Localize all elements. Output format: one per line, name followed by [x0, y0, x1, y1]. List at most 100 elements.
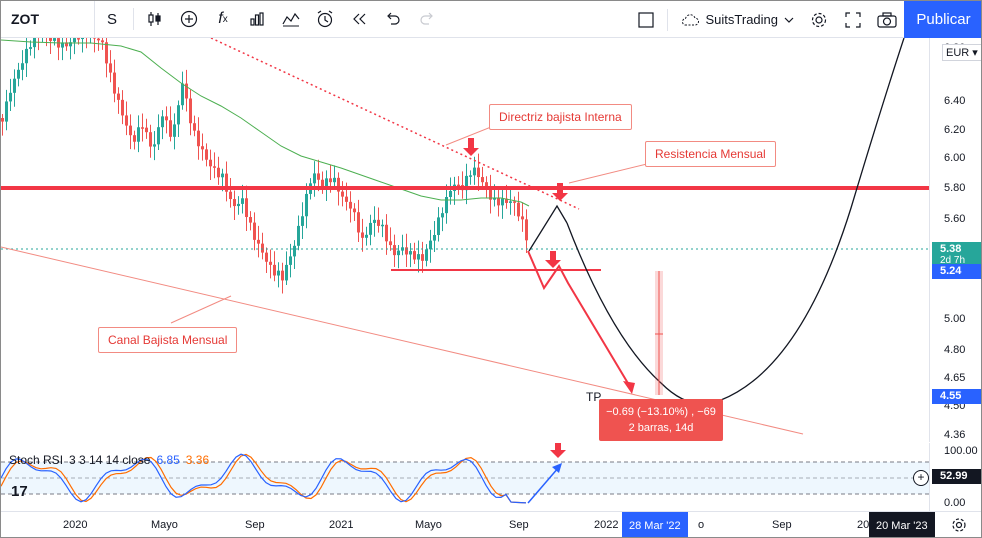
- candle-body: [93, 38, 96, 39]
- stoch-tick-0: 0.00: [944, 497, 966, 509]
- cloud-icon: [681, 13, 699, 25]
- candle-body: [137, 127, 140, 142]
- candle-body: [25, 48, 28, 64]
- time-tick: 20: [857, 519, 870, 531]
- time-tick: Sep: [245, 519, 265, 531]
- arrow-down-marker: [545, 251, 561, 268]
- projection-curve: [566, 38, 905, 405]
- price-tick: 5.60: [944, 213, 966, 225]
- candle-body: [173, 124, 176, 137]
- price-tick: 6.00: [944, 152, 966, 164]
- stoch-legend[interactable]: Stoch RSI 3 3 14 14 close 6.85 3.36: [9, 453, 209, 467]
- candle-body: [117, 93, 120, 100]
- candle-body: [441, 213, 444, 218]
- toolbar-divider: [666, 8, 668, 31]
- price-axis[interactable]: 6.806.406.206.005.805.605.004.804.654.50…: [929, 38, 981, 442]
- candle-body: [205, 149, 208, 160]
- axis-settings-gear-icon[interactable]: [951, 517, 967, 537]
- bar-countdown: 2d 7h: [940, 255, 966, 266]
- candle-body: [485, 182, 488, 188]
- camera-icon[interactable]: [870, 1, 904, 38]
- candle-body: [141, 127, 144, 129]
- financials-icon[interactable]: [240, 1, 274, 38]
- stoch-k-line: [1, 453, 527, 504]
- time-tick: Mayo: [415, 519, 442, 531]
- candle-body: [301, 216, 304, 226]
- candle-body: [241, 198, 244, 204]
- symbol-search-button[interactable]: ZOT: [1, 1, 95, 38]
- arrow-down-marker: [552, 183, 568, 201]
- stoch-axis[interactable]: 100.00 52.99 0.00: [929, 443, 981, 511]
- candle-body: [421, 254, 424, 261]
- candle-body: [69, 42, 72, 47]
- stoch-rsi-pane[interactable]: [1, 443, 929, 511]
- last-price-value: 5.38: [940, 243, 962, 255]
- candle-body: [165, 116, 168, 121]
- settings-gear-icon[interactable]: [802, 1, 836, 38]
- time-axis[interactable]: 2020 Mayo Sep 2021 Mayo Sep 2022 o Sep 20 28 Mar …: [1, 511, 981, 537]
- fullscreen-icon[interactable]: [836, 1, 870, 38]
- price-tick: 6.20: [944, 124, 966, 136]
- replay-icon[interactable]: [342, 1, 376, 38]
- candle-body: [449, 190, 452, 198]
- currency-selector[interactable]: EUR ▾: [942, 44, 981, 61]
- candle-body: [193, 123, 196, 131]
- callout-monthly-resistance[interactable]: Resistencia Mensual: [645, 141, 776, 167]
- candle-body: [29, 47, 32, 49]
- candle-body: [393, 245, 396, 256]
- level-price-tag: 5.24: [932, 264, 981, 279]
- callout-monthly-channel[interactable]: Canal Bajista Mensual: [98, 327, 238, 353]
- redo-icon[interactable]: [410, 1, 444, 38]
- tradingview-logo-icon[interactable]: 17: [11, 483, 28, 500]
- candle-body: [153, 144, 156, 147]
- measure-tooltip: −0.69 (−13.10%) , −69 2 barras, 14d: [599, 399, 723, 441]
- candle-body: [225, 173, 228, 192]
- candles-icon[interactable]: [138, 1, 172, 38]
- candle-body: [409, 251, 412, 255]
- alert-clock-icon[interactable]: [308, 1, 342, 38]
- candle-body: [293, 245, 296, 257]
- stoch-k-value: 6.85: [156, 453, 180, 467]
- time-tick: o: [698, 519, 705, 531]
- layout-name-button[interactable]: SuitsTrading: [672, 1, 803, 38]
- time-tag-end: 20 Mar '23: [869, 512, 935, 537]
- currency-label: EUR: [946, 47, 970, 59]
- price-chart-pane[interactable]: [1, 38, 929, 442]
- candle-body: [385, 224, 388, 242]
- undo-icon[interactable]: [376, 1, 410, 38]
- add-indicator-icon[interactable]: [172, 1, 206, 38]
- candle-body: [245, 198, 248, 218]
- candle-body: [261, 243, 264, 253]
- moving-average-line: [1, 39, 530, 207]
- candle-body: [481, 177, 484, 183]
- candle-body: [65, 42, 68, 47]
- candle-body: [277, 270, 280, 276]
- compare-icon[interactable]: [274, 1, 308, 38]
- toolbar-right-group: SuitsTrading Publicar: [629, 1, 981, 38]
- candle-body: [73, 38, 76, 43]
- candle-body: [493, 197, 496, 200]
- measure-duration: 2 barras, 14d: [628, 422, 694, 434]
- candle-body: [389, 241, 392, 246]
- candle-body: [337, 177, 340, 192]
- candle-body: [341, 191, 344, 197]
- candle-body: [265, 252, 268, 262]
- add-pane-plus-icon[interactable]: +: [913, 470, 929, 486]
- layout-square-icon[interactable]: [629, 1, 663, 38]
- candle-body: [185, 83, 188, 99]
- candle-body: [145, 127, 148, 133]
- price-tick: 5.00: [944, 313, 966, 325]
- candle-body: [81, 38, 84, 40]
- time-tick: Sep: [772, 519, 792, 531]
- callout-connector: [170, 295, 232, 324]
- interval-button[interactable]: S: [106, 10, 117, 28]
- candle-body: [325, 178, 328, 188]
- candle-body: [433, 235, 436, 241]
- price-tick: 4.36: [944, 429, 966, 441]
- callout-internal-trendline[interactable]: Directriz bajista Interna: [489, 104, 632, 130]
- candle-body: [13, 78, 16, 93]
- publish-button[interactable]: Publicar: [904, 1, 981, 38]
- time-tick: 2021: [329, 519, 354, 531]
